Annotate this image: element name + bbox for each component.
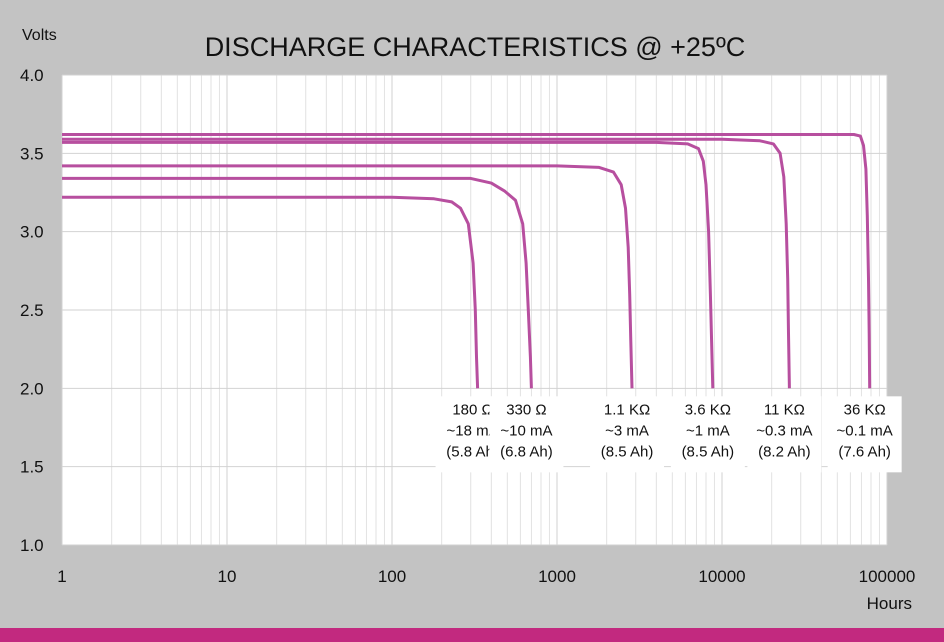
y-axis-label: Volts bbox=[22, 27, 57, 44]
series-label-box bbox=[827, 396, 902, 473]
series-line-5 bbox=[62, 137, 791, 389]
y-tick-label: 1.0 bbox=[20, 536, 44, 555]
y-tick-label: 2.5 bbox=[20, 301, 44, 320]
series-label-layer: 180 Ω ~18 mA (5.8 Ah) 330 Ω ~10 mA (6.8 Ah) 1.… bbox=[435, 396, 902, 473]
series-label-box bbox=[670, 396, 745, 473]
series-layer bbox=[62, 133, 872, 389]
series-label-line: (7.6 Ah) bbox=[838, 443, 891, 460]
x-tick-label: 1 bbox=[57, 567, 66, 586]
series-label-line: 3.6 KΩ bbox=[685, 401, 731, 418]
series-label-line: 11 KΩ bbox=[764, 401, 805, 418]
x-tick-label: 10 bbox=[218, 567, 237, 586]
series-label-line: (8.2 Ah) bbox=[758, 443, 811, 460]
series-label-line: 180 Ω bbox=[452, 401, 492, 418]
series-line-2 bbox=[62, 176, 533, 389]
x-axis-label: Hours bbox=[867, 594, 912, 613]
series-label-line: (5.8 Ah) bbox=[446, 443, 499, 460]
y-tick-label: 3.5 bbox=[20, 144, 44, 163]
series-label-box bbox=[489, 396, 564, 473]
chart-title: DISCHARGE CHARACTERISTICS @ +25ºC bbox=[205, 32, 746, 62]
bottom-accent-bar bbox=[0, 628, 944, 642]
y-tick-label: 1.5 bbox=[20, 458, 44, 477]
series-label-line: ~18 mA bbox=[446, 422, 498, 439]
series-label-line: 36 KΩ bbox=[844, 401, 886, 418]
series-label-line: (6.8 Ah) bbox=[500, 443, 553, 460]
series-label-line: 1.1 KΩ bbox=[604, 401, 650, 418]
series-label-line: 330 Ω bbox=[506, 401, 546, 418]
series-label-line: ~10 mA bbox=[500, 422, 552, 439]
series-line-6 bbox=[62, 133, 872, 389]
series-label-box bbox=[590, 396, 665, 473]
series-line-1 bbox=[62, 195, 480, 389]
y-tick-label: 2.0 bbox=[20, 379, 44, 398]
series-label-line: (8.5 Ah) bbox=[601, 443, 654, 460]
y-tick-label: 3.0 bbox=[20, 223, 44, 242]
x-tick-label: 10000 bbox=[698, 567, 745, 586]
series-label-line: ~1 mA bbox=[686, 422, 730, 439]
series-label-line: (8.5 Ah) bbox=[682, 443, 735, 460]
series-line-4 bbox=[62, 140, 715, 389]
tick-layer: 1 10 100 1000 10000 100000 1.0 1.5 2.0 2.5 3.0 3.5 4… bbox=[20, 66, 915, 586]
x-tick-label: 100000 bbox=[859, 567, 916, 586]
y-tick-label: 4.0 bbox=[20, 66, 44, 85]
series-label-box bbox=[747, 396, 822, 473]
series-label-line: ~0.3 mA bbox=[756, 422, 812, 439]
series-label-line: ~3 mA bbox=[605, 422, 649, 439]
series-label-line: ~0.1 mA bbox=[837, 422, 893, 439]
series-line-3 bbox=[62, 164, 634, 389]
x-tick-label: 1000 bbox=[538, 567, 576, 586]
x-tick-label: 100 bbox=[378, 567, 406, 586]
